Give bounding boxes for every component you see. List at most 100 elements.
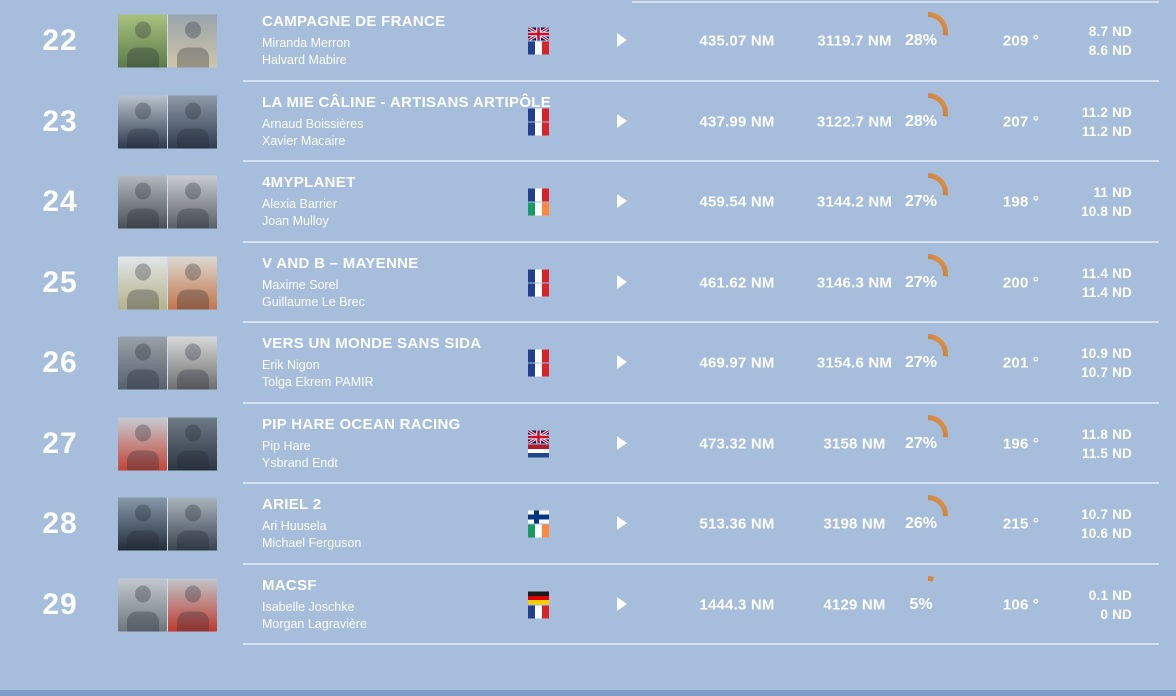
play-icon [617,194,627,209]
expand-row-button[interactable] [617,113,631,130]
skipper2-name: Michael Ferguson [262,536,362,551]
play-icon [617,596,627,611]
speed-recent: 10.7 ND [1081,507,1132,523]
table-row[interactable]: 29 MACSF Isabelle Joschke Morgan Lagravi… [0,565,1176,646]
skipper1-name: Maxime Sorel [262,277,339,292]
team-name[interactable]: MACSF [262,576,317,594]
country-flags [528,268,549,297]
table-row[interactable]: 22 CAMPAGNE DE FRANCE Miranda Merron Hal… [0,1,1176,82]
heading-degrees: 196 ° [1002,435,1040,453]
skipper2-photo [168,95,217,149]
team-info: 4MYPLANET Alexia Barrier Joan Mulloy [262,174,532,230]
skipper1-name: Erik Nigon [262,358,320,373]
team-info: MACSF Isabelle Joschke Morgan Lagravière [262,577,532,633]
flag-nl [528,444,549,458]
distance-to-leader: 469.97 NM [699,354,775,372]
distance-to-finish: 4129 NM [823,596,886,614]
table-row[interactable]: 28 ARIEL 2 Ari Huusela Michael Ferguson … [0,484,1176,565]
country-flags [528,107,549,136]
team-name[interactable]: ARIEL 2 [262,496,322,514]
table-row[interactable]: 23 LA MIE CÂLINE - ARTISANS ARTIPÔLE Arn… [0,82,1176,163]
country-flags [528,590,549,619]
progress-arc-icon [908,92,948,133]
speed-recent: 8.7 ND [1088,24,1132,40]
team-name[interactable]: CAMPAGNE DE FRANCE [262,13,446,31]
team-info: LA MIE CÂLINE - ARTISANS ARTIPÔLE Arnaud… [262,93,552,150]
speed-average: 0 ND [1100,606,1132,622]
expand-row-button[interactable] [617,596,631,613]
country-flags [528,27,549,56]
rank-number: 25 [42,265,78,299]
progress-arc-icon [908,12,948,52]
skipper1-photo [118,256,167,310]
flag-gb [528,430,549,444]
team-name[interactable]: LA MIE CÂLINE - ARTISANS ARTIPÔLE [262,93,552,111]
skipper1-name: Isabelle Joschke [262,599,355,614]
distance-to-leader: 473.32 NM [699,435,775,453]
distance-to-finish: 3122.7 NM [816,113,893,131]
team-name[interactable]: VERS UN MONDE SANS SIDA [262,335,482,353]
skipper1-name: Arnaud Boissières [262,116,364,131]
skipper2-name: Halvard Mabire [262,53,347,68]
flag-gb [528,27,549,41]
progress-arc-icon [908,414,948,455]
skipper2-photo [168,336,217,390]
distance-to-finish: 3198 NM [823,515,886,533]
team-info: V AND B – MAYENNE Maxime Sorel Guillaume… [262,255,532,311]
progress-gauge: 26% [891,488,955,550]
table-row[interactable]: 26 VERS UN MONDE SANS SIDA Erik Nigon To… [0,323,1176,404]
speed-values: 11 ND 10.8 ND [1040,183,1132,221]
flag-fr [528,283,549,297]
progress-percent: 27% [904,193,938,210]
distance-to-finish: 3154.6 NM [816,354,893,372]
speed-values: 11.2 ND 11.2 ND [1040,103,1132,141]
play-icon [617,113,627,128]
play-icon [617,516,627,531]
expand-row-button[interactable] [617,33,631,49]
expand-row-button[interactable] [617,355,631,371]
progress-percent: 27% [904,354,938,371]
speed-recent: 0.1 ND [1088,587,1132,603]
country-flags [528,188,549,217]
flag-fr [528,363,549,377]
skipper2-photo [168,14,217,68]
flag-fr [528,41,549,55]
rank-number: 24 [42,185,78,219]
skipper2-name: Xavier Macaire [262,133,346,148]
expand-row-button[interactable] [617,516,631,532]
speed-recent: 10.9 ND [1081,346,1132,362]
skipper1-name: Ari Huusela [262,519,327,534]
play-icon [617,274,627,289]
table-row[interactable]: 25 V AND B – MAYENNE Maxime Sorel Guilla… [0,243,1176,324]
distance-to-leader: 435.07 NM [699,32,775,50]
expand-row-button[interactable] [617,435,631,452]
progress-percent: 5% [909,595,933,613]
team-name[interactable]: 4MYPLANET [262,174,356,192]
table-row[interactable]: 27 PIP HARE OCEAN RACING Pip Hare Ysbran… [0,404,1176,485]
flag-de [528,591,549,605]
flag-fr [528,188,549,202]
ranking-table: 22 CAMPAGNE DE FRANCE Miranda Merron Hal… [0,1,1176,645]
rank-number: 29 [42,587,78,621]
progress-gauge: 27% [891,247,955,309]
skipper1-name: Pip Hare [262,438,311,453]
speed-recent: 11 ND [1093,185,1132,201]
speed-average: 8.6 ND [1088,43,1132,59]
expand-row-button[interactable] [617,194,631,210]
play-icon [617,355,627,370]
team-name[interactable]: PIP HARE OCEAN RACING [262,415,461,433]
table-row[interactable]: 24 4MYPLANET Alexia Barrier Joan Mulloy … [0,162,1176,243]
skipper1-name: Alexia Barrier [262,197,338,212]
progress-arc-icon [908,173,948,213]
heading-degrees: 201 ° [1002,354,1040,372]
skipper2-photo [168,175,217,229]
distance-to-leader: 437.99 NM [699,113,775,131]
team-name[interactable]: V AND B – MAYENNE [262,254,419,272]
distance-to-leader: 459.54 NM [699,193,775,211]
distance-to-finish: 3146.3 NM [816,274,893,292]
flag-fr [528,108,549,122]
expand-row-button[interactable] [617,274,631,291]
progress-gauge: 27% [891,166,955,228]
progress-percent: 27% [904,434,938,452]
